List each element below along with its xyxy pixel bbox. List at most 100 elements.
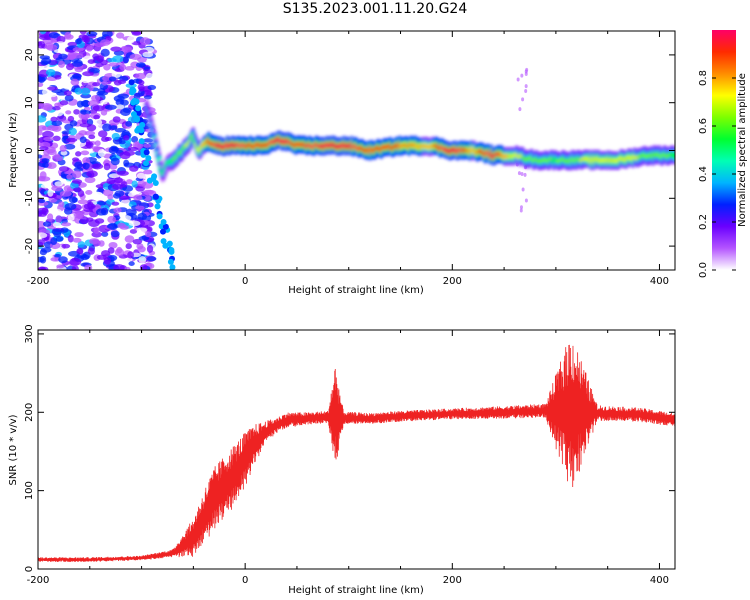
noise-blob bbox=[61, 243, 71, 249]
noise-blob bbox=[58, 166, 70, 172]
noise-blob bbox=[146, 58, 155, 64]
noise-blob bbox=[93, 118, 103, 126]
noise-blob bbox=[142, 51, 154, 58]
colorbar-tick-label: 0.2 bbox=[698, 214, 709, 230]
colorbar-tick-label: 0.6 bbox=[698, 118, 709, 134]
noise-blob bbox=[124, 266, 131, 270]
snr-axes: -200 0 200 400 0 100 200 300 bbox=[24, 324, 675, 586]
noise-blob bbox=[144, 189, 157, 197]
streak-blob bbox=[145, 155, 152, 162]
noise-blob bbox=[72, 237, 82, 243]
noise-blob bbox=[136, 227, 148, 233]
noise-blob bbox=[87, 247, 95, 255]
ridge-cell bbox=[672, 154, 675, 158]
noise-blob bbox=[82, 162, 90, 170]
noise-blob bbox=[143, 143, 151, 148]
noise-blob bbox=[67, 115, 75, 122]
noise-blob bbox=[128, 220, 141, 227]
streak-blob bbox=[135, 105, 142, 112]
noise-blob bbox=[100, 48, 110, 57]
snr-series-line bbox=[38, 344, 675, 562]
noise-blob bbox=[119, 225, 130, 230]
noise-blob bbox=[38, 266, 46, 270]
noise-blob bbox=[54, 253, 61, 259]
spectrogram-y-tick-label: -20 bbox=[24, 238, 35, 254]
noise-blob bbox=[521, 97, 525, 102]
noise-blob bbox=[98, 240, 105, 247]
noise-blob bbox=[88, 134, 96, 140]
noise-blob bbox=[38, 75, 46, 84]
noise-blob bbox=[38, 198, 46, 204]
noise-blob bbox=[41, 158, 50, 164]
noise-blob bbox=[83, 106, 91, 111]
noise-blob bbox=[127, 146, 139, 152]
noise-blob bbox=[135, 205, 145, 210]
noise-blob bbox=[131, 180, 138, 188]
noise-blob bbox=[146, 244, 154, 253]
noise-blob bbox=[93, 114, 100, 120]
noise-blob bbox=[82, 157, 90, 165]
noise-blob bbox=[54, 75, 62, 80]
noise-blob bbox=[76, 100, 84, 108]
noise-blob bbox=[86, 124, 97, 132]
noise-blob bbox=[146, 226, 153, 233]
snr-panel: -200 0 200 400 0 100 200 300 Height of straight… bbox=[8, 324, 676, 596]
snr-y-tick-label: 100 bbox=[24, 481, 35, 500]
noise-blob bbox=[52, 222, 62, 228]
colorbar-tick-label: 0.8 bbox=[698, 70, 709, 86]
noise-blob bbox=[41, 207, 49, 215]
noise-blob bbox=[91, 146, 101, 151]
noise-blob bbox=[110, 230, 120, 238]
noise-blob bbox=[42, 88, 50, 96]
noise-blob bbox=[115, 98, 125, 106]
noise-blob bbox=[102, 76, 110, 82]
noise-blob bbox=[61, 222, 72, 227]
snr-x-tick-label: 400 bbox=[650, 575, 669, 586]
noise-blob bbox=[111, 70, 122, 78]
noise-blob bbox=[73, 109, 80, 115]
noise-blob bbox=[46, 162, 57, 170]
streak-blob bbox=[160, 238, 167, 245]
noise-blob bbox=[137, 212, 148, 221]
spectrogram-x-tick-label: 0 bbox=[242, 276, 248, 287]
noise-blob bbox=[51, 124, 62, 132]
noise-blob bbox=[114, 248, 125, 257]
noise-blob bbox=[76, 248, 84, 255]
noise-blob bbox=[127, 171, 138, 180]
noise-blob bbox=[91, 94, 101, 102]
noise-blob bbox=[104, 136, 112, 142]
noise-blob bbox=[52, 135, 61, 142]
noise-blob bbox=[38, 212, 43, 217]
spectrogram-axes: -200 0 200 400 -20 -10 0 10 20 bbox=[24, 31, 675, 287]
noise-blob bbox=[47, 189, 54, 197]
noise-blob bbox=[518, 107, 522, 112]
noise-blob bbox=[135, 185, 145, 192]
noise-blob bbox=[56, 35, 66, 44]
noise-blob bbox=[70, 78, 80, 86]
noise-blob bbox=[65, 110, 72, 115]
streak-blob bbox=[154, 203, 161, 210]
noise-blob bbox=[108, 62, 119, 67]
noise-blob bbox=[84, 176, 96, 184]
noise-blob bbox=[40, 102, 53, 111]
noise-blob bbox=[128, 261, 135, 267]
noise-blob bbox=[147, 84, 157, 90]
noise-blob bbox=[108, 241, 118, 249]
noise-blob bbox=[51, 120, 63, 126]
noise-blob bbox=[111, 201, 120, 206]
noise-blob bbox=[84, 130, 96, 136]
spectrogram-x-tick-label: 200 bbox=[443, 276, 462, 287]
noise-blob bbox=[112, 116, 121, 123]
noise-blob bbox=[117, 93, 130, 99]
noise-blob bbox=[143, 195, 151, 202]
noise-blob bbox=[64, 31, 72, 39]
spectrogram-panel: -200 0 200 400 -20 -10 0 10 20 Height of straigh… bbox=[8, 30, 676, 296]
colorbar-gradient bbox=[712, 30, 736, 270]
noise-blob bbox=[125, 208, 137, 216]
noise-blob bbox=[50, 257, 61, 262]
noise-blob bbox=[60, 227, 69, 233]
noise-blob bbox=[122, 215, 132, 221]
noise-blob bbox=[63, 82, 73, 90]
noise-blob bbox=[143, 95, 152, 100]
colorbar-tick-label: 0.4 bbox=[698, 166, 709, 182]
